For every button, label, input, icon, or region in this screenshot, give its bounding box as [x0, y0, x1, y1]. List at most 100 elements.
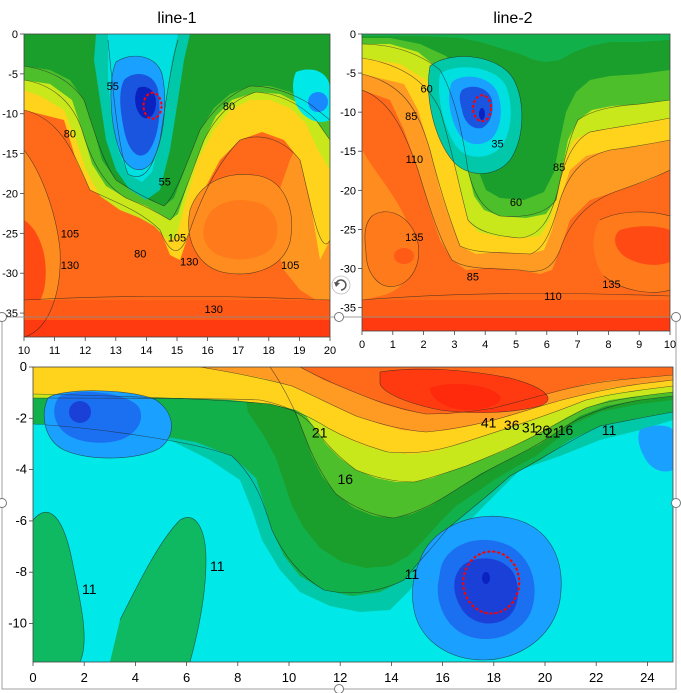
highlight-marker-2 — [472, 94, 493, 123]
y-tick-label: -25 — [340, 224, 356, 236]
contour-label: 105 — [168, 232, 186, 244]
contour-labels-2: 60 85 35 110 85 60 135 85 135 110 — [405, 84, 621, 303]
x-tick-label: 6 — [183, 670, 190, 685]
y-tick-label: -2 — [15, 410, 27, 425]
x-tick-label: 19 — [293, 345, 305, 357]
y-tick-label: -35 — [340, 303, 356, 315]
x-axis-ticks-1: 10 11 12 13 14 15 16 17 18 19 20 — [18, 337, 336, 357]
contour-label: 21 — [545, 425, 561, 441]
selection-frame[interactable] — [0, 275, 681, 693]
chart-line-2: line-2 — [340, 10, 676, 351]
resize-handle-top[interactable] — [334, 312, 344, 322]
y-tick-label: 0 — [20, 359, 27, 374]
contour-label: 21 — [312, 425, 328, 441]
contour-label: 11 — [82, 581, 97, 597]
y-tick-label: -30 — [340, 263, 356, 275]
highlight-dashed-ellipse — [472, 94, 493, 123]
resize-handle-right[interactable] — [671, 498, 681, 508]
resize-handle-top-left[interactable] — [0, 312, 7, 322]
contour-label: 60 — [421, 84, 433, 96]
y-tick-label: 0 — [12, 29, 18, 41]
x-tick-label: 16 — [435, 670, 449, 685]
x-tick-label: 20 — [538, 670, 552, 685]
resize-handle-top-right[interactable] — [671, 312, 681, 322]
x-tick-label: 24 — [640, 670, 654, 685]
x-tick-label: 15 — [171, 345, 183, 357]
highlight-marker-3 — [462, 550, 521, 615]
y-tick-label: -5 — [346, 68, 356, 80]
x-tick-label: 10 — [18, 345, 30, 357]
contour-label: 85 — [405, 111, 417, 123]
y-tick-label: -5 — [8, 69, 18, 81]
x-tick-label: 22 — [589, 670, 603, 685]
x-tick-label: 1 — [390, 339, 396, 351]
x-tick-label: 18 — [487, 670, 501, 685]
y-tick-label: 0 — [350, 29, 356, 41]
contour-label: 16 — [558, 422, 574, 438]
y-tick-label: -4 — [15, 462, 27, 477]
y-tick-label: -30 — [2, 268, 18, 280]
x-tick-label: 12 — [333, 670, 347, 685]
contour-label: 55 — [159, 177, 171, 189]
heatmap-field-1 — [24, 34, 330, 337]
x-tick-label: 2 — [421, 339, 427, 351]
y-axis-ticks-1: 0-5-10-15-20-25-30-35 — [2, 29, 24, 320]
contour-label: 26 — [535, 422, 551, 438]
x-tick-label: 8 — [234, 670, 241, 685]
y-tick-label: -20 — [2, 188, 18, 200]
contour-label: 35 — [491, 138, 503, 150]
plot-frame-3 — [32, 366, 674, 663]
y-tick-label: -15 — [340, 146, 356, 158]
x-tick-label: 10 — [282, 670, 296, 685]
contour-label: 85 — [467, 271, 479, 283]
contour-labels-1: 55 80 80 55 105 105 80 130 130 105 130 — [61, 81, 300, 316]
x-tick-label: 4 — [482, 339, 488, 351]
contour-label: 36 — [504, 417, 520, 433]
contour-label: 110 — [544, 291, 562, 303]
highlight-dashed-ellipse — [462, 550, 521, 615]
y-tick-label: -6 — [15, 513, 27, 528]
highlight-marker-1 — [142, 91, 163, 120]
x-tick-label: 5 — [513, 339, 519, 351]
resize-handle-left[interactable] — [0, 498, 7, 508]
x-tick-label: 16 — [201, 345, 213, 357]
contour-label: 80 — [134, 248, 146, 260]
contour-label: 80 — [64, 129, 76, 141]
y-tick-label: -8 — [15, 564, 27, 579]
x-tick-label: 14 — [384, 670, 398, 685]
chart-line-1: line-1 — [2, 10, 336, 357]
contour-label: 41 — [481, 414, 497, 430]
y-tick-label: -10 — [340, 107, 356, 119]
contour-label: 55 — [107, 81, 119, 93]
contour-label: 85 — [553, 162, 565, 174]
x-tick-label: 6 — [544, 339, 550, 351]
y-tick-label: -15 — [2, 149, 18, 161]
highlight-dashed-ellipse — [142, 91, 163, 120]
x-tick-label: 18 — [263, 345, 275, 357]
contour-label: 130 — [180, 256, 198, 268]
x-tick-label: 4 — [132, 670, 139, 685]
rotate-icon[interactable] — [331, 275, 351, 295]
x-tick-label: 12 — [79, 345, 91, 357]
heatmap-field-2 — [362, 34, 670, 331]
chart-title-line-2: line-2 — [493, 10, 532, 27]
x-tick-label: 9 — [636, 339, 642, 351]
resize-handle-bottom[interactable] — [334, 684, 344, 693]
contour-label: 135 — [602, 279, 620, 291]
x-tick-label: 11 — [49, 345, 60, 357]
x-tick-label: 0 — [359, 339, 365, 351]
x-tick-label: 3 — [451, 339, 457, 351]
contour-label: 80 — [223, 101, 235, 113]
contour-label: 105 — [61, 228, 79, 240]
y-tick-label: -10 — [8, 616, 27, 631]
heatmap-field-3 — [33, 367, 673, 662]
contour-label: 135 — [405, 232, 423, 244]
contour-label: 16 — [338, 471, 354, 487]
contour-label: 130 — [61, 260, 79, 272]
contour-label: 60 — [510, 197, 522, 209]
contour-label: 105 — [281, 260, 299, 272]
contour-label: 11 — [210, 558, 225, 574]
x-tick-label: 10 — [664, 339, 676, 351]
